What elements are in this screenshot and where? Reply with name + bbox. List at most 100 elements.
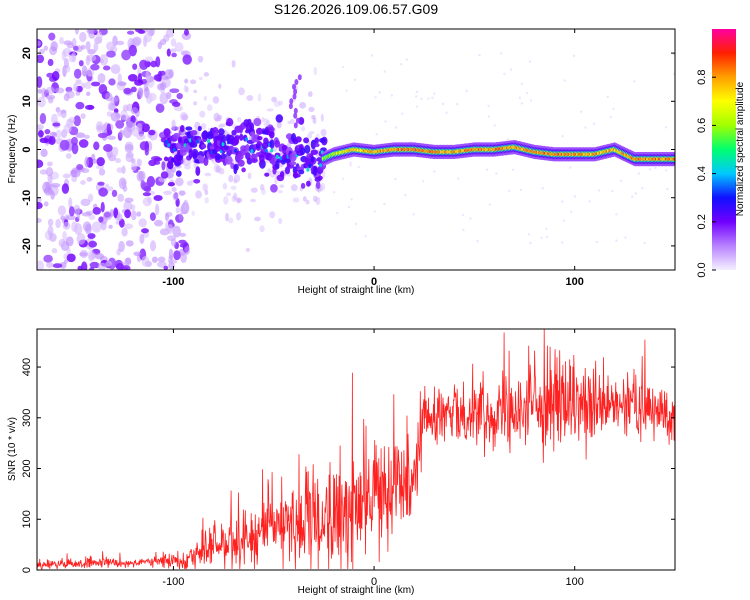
spectrogram-cell bbox=[178, 190, 186, 196]
spectrogram-cell bbox=[218, 167, 225, 175]
spectrogram-cell bbox=[190, 79, 197, 85]
spectrogram-cell bbox=[215, 117, 222, 122]
spectrogram-cell bbox=[278, 217, 283, 225]
spectrogram-cell bbox=[160, 171, 169, 179]
spectrogram-cell bbox=[62, 173, 71, 179]
spectrogram-cell bbox=[509, 68, 513, 71]
spectrogram-cell bbox=[384, 120, 387, 123]
spectrogram-cell bbox=[637, 172, 641, 175]
spectrogram-cell bbox=[529, 241, 532, 245]
spectrogram-cell bbox=[289, 98, 294, 105]
spectrogram-cell bbox=[569, 210, 573, 213]
spectrogram-cell bbox=[545, 235, 549, 238]
spectrogram-cell bbox=[37, 96, 46, 108]
spectrogram-cell bbox=[179, 124, 185, 133]
spectrogram-cell bbox=[164, 213, 170, 222]
spectrogram-x-axis-label: Height of straight line (km) bbox=[298, 285, 415, 296]
spectrogram-cell bbox=[172, 225, 181, 238]
spectrogram-cell bbox=[245, 143, 250, 153]
spectrogram-cell bbox=[227, 217, 234, 224]
spectrogram-cell bbox=[173, 250, 181, 261]
spectrogram-cell bbox=[122, 104, 129, 112]
spectrogram-cell bbox=[231, 59, 236, 68]
colorbar: 0.0 0.2 0.4 0.6 0.8 Normalized spectral ampl… bbox=[696, 29, 746, 278]
colorbar-ticks: 0.0 0.2 0.4 0.6 0.8 bbox=[696, 70, 716, 278]
spectrogram-cell bbox=[307, 91, 313, 98]
spectrogram-cell bbox=[49, 131, 57, 137]
spectrogram-cell bbox=[79, 31, 87, 43]
spectrogram-cell bbox=[269, 139, 275, 149]
spectrogram-cell bbox=[75, 101, 85, 110]
spectrogram-cell bbox=[130, 107, 139, 115]
spectrogram-cell bbox=[78, 139, 89, 148]
spectrogram-cell bbox=[95, 121, 104, 133]
spectrogram-cell bbox=[357, 165, 360, 169]
spectrogram-cell bbox=[44, 128, 51, 135]
spectrogram-cell bbox=[85, 54, 91, 66]
spectrogram-cell bbox=[98, 187, 108, 197]
spectrogram-cell bbox=[55, 218, 61, 229]
spectrogram-cell bbox=[197, 55, 204, 63]
spectrogram-cell bbox=[222, 134, 227, 143]
spectrogram-cell bbox=[185, 86, 189, 93]
spectrogram-cell bbox=[45, 166, 54, 177]
spectrogram-cell bbox=[320, 147, 327, 152]
spectrogram-cell bbox=[68, 197, 73, 209]
spectrogram-cell bbox=[222, 182, 228, 190]
spectrogram-cell bbox=[665, 169, 668, 172]
spectrogram-marks bbox=[37, 29, 675, 270]
spectrogram-cell bbox=[130, 86, 137, 93]
spectrogram-cell bbox=[52, 122, 61, 127]
spectrogram-cell bbox=[116, 213, 123, 222]
spectrogram-cell bbox=[345, 89, 348, 92]
spectrogram-cell bbox=[433, 170, 436, 173]
spectrogram-cell bbox=[308, 164, 312, 169]
spectrogram-cell bbox=[48, 32, 56, 41]
x-tick-label: 100 bbox=[566, 576, 584, 588]
spectrogram-cell bbox=[333, 191, 336, 194]
spectrogram-cell bbox=[48, 136, 56, 145]
spectrogram-cell bbox=[73, 115, 81, 127]
spectrogram-cell bbox=[81, 65, 88, 77]
spectrogram-cell bbox=[171, 186, 177, 193]
spectrogram-cell bbox=[84, 104, 95, 110]
spectrogram-cell bbox=[103, 144, 113, 152]
spectrogram-cell bbox=[528, 60, 532, 63]
spectrogram-cell bbox=[292, 197, 300, 203]
spectrogram-cell bbox=[60, 215, 66, 221]
spectrogram-cell bbox=[141, 228, 149, 234]
spectrogram-cell bbox=[124, 209, 132, 219]
spectrogram-cell bbox=[92, 158, 98, 164]
colorbar-tick-label: 0.8 bbox=[696, 70, 708, 85]
spectrogram-cell bbox=[80, 113, 86, 120]
spectrogram-cell bbox=[289, 161, 297, 166]
spectrogram-cell bbox=[165, 139, 169, 144]
spectrogram-cell bbox=[353, 78, 357, 82]
spectrogram-cell bbox=[101, 123, 108, 134]
spectrogram-cell bbox=[518, 96, 522, 99]
spectrogram-cell bbox=[87, 233, 96, 239]
spectrogram-cell bbox=[100, 221, 107, 231]
spectrogram-cell bbox=[47, 96, 54, 104]
spectrogram-cell bbox=[563, 79, 566, 82]
spectrogram-cell bbox=[113, 207, 119, 219]
spectrogram-cell bbox=[122, 265, 131, 270]
spectrogram-cell bbox=[179, 232, 187, 238]
spectrogram-cell bbox=[233, 163, 239, 171]
spectrogram-cell bbox=[111, 189, 118, 197]
spectrogram-cell bbox=[41, 87, 47, 99]
spectrogram-cell bbox=[184, 163, 191, 170]
spectrogram-cell bbox=[633, 80, 636, 83]
spectrogram-cell bbox=[562, 219, 566, 222]
spectrogram-cell bbox=[136, 123, 143, 132]
spectrogram-cell bbox=[394, 177, 397, 181]
spectrogram-cell bbox=[143, 186, 152, 192]
spectrogram-cell bbox=[107, 135, 116, 140]
spectrogram-cell bbox=[225, 192, 232, 197]
spectrogram-cell bbox=[157, 256, 166, 263]
spectrogram-cell bbox=[225, 212, 229, 222]
spectrogram-cell bbox=[37, 88, 43, 94]
spectrogram-cell bbox=[85, 41, 91, 51]
spectrogram-cell bbox=[195, 190, 203, 199]
spectrogram-cell bbox=[106, 111, 113, 117]
